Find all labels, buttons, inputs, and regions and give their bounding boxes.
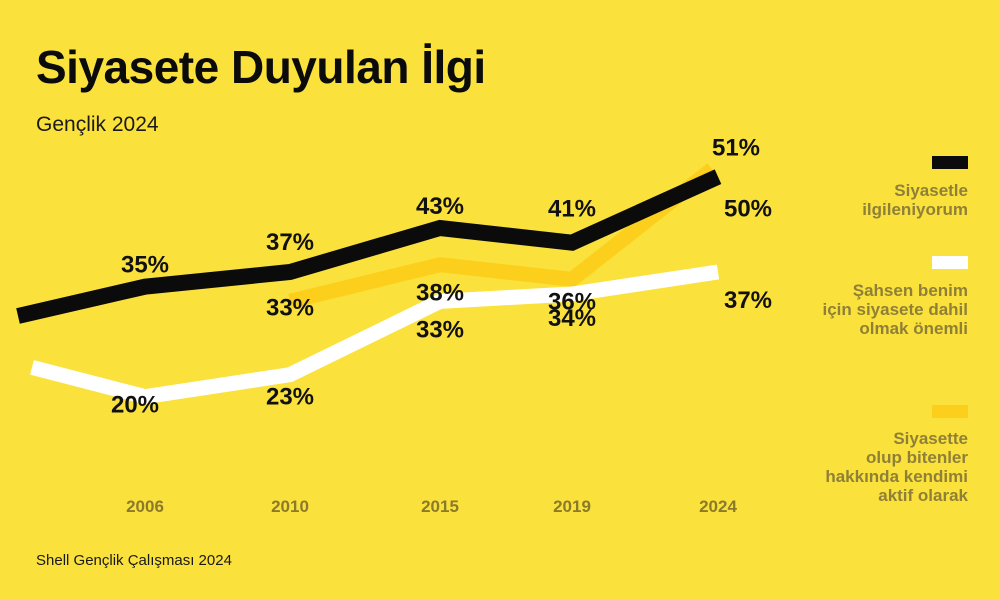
active-series-line — [288, 163, 717, 309]
source-note: Shell Gençlik Çalışması 2024 — [36, 552, 232, 569]
x-tick-label: 2024 — [699, 497, 737, 516]
legend-label: Şahsen benim — [853, 281, 968, 300]
x-tick-label: 2006 — [126, 497, 164, 516]
chart-subtitle: Gençlik 2024 — [36, 113, 159, 136]
importance-value-label: 37% — [724, 287, 772, 314]
importance-series-line — [30, 264, 720, 405]
legend-swatch-interest — [932, 156, 968, 169]
interest-value-label: 43% — [416, 193, 464, 220]
legend-label: hakkında kendimi — [825, 467, 968, 486]
interest-value-label: 37% — [266, 229, 314, 256]
legend-swatch-importance — [932, 256, 968, 269]
x-tick-label: 2010 — [271, 497, 309, 516]
legend-label: aktif olarak — [878, 486, 968, 505]
chart-title: Siyasete Duyulan İlgi — [36, 41, 486, 93]
interest-value-label: 41% — [548, 196, 596, 223]
x-tick-label: 2019 — [553, 497, 591, 516]
legend-label: için siyasete dahil — [822, 300, 968, 319]
interest-value-label: 35% — [121, 252, 169, 279]
active-value-label: 51% — [712, 134, 760, 161]
legend-swatch-active — [932, 405, 968, 418]
legend-label: olmak önemli — [859, 319, 968, 338]
importance-value-label: 23% — [266, 384, 314, 411]
active-value-label: 36% — [548, 288, 596, 315]
legend-label: Siyasetle — [894, 181, 968, 200]
legend-label: Siyasette — [893, 429, 968, 448]
interest-value-label: 50% — [724, 196, 772, 223]
active-value-label: 38% — [416, 280, 464, 307]
importance-value-label: 34% — [548, 305, 596, 332]
legend-label: olup bitenler — [866, 448, 968, 467]
importance-value-label: 33% — [416, 316, 464, 343]
importance-value-label: 20% — [111, 392, 159, 419]
active-value-label: 33% — [266, 294, 314, 321]
interest-series-line — [16, 169, 722, 324]
x-tick-label: 2015 — [421, 497, 459, 516]
legend-label: ilgileniyorum — [862, 200, 968, 219]
